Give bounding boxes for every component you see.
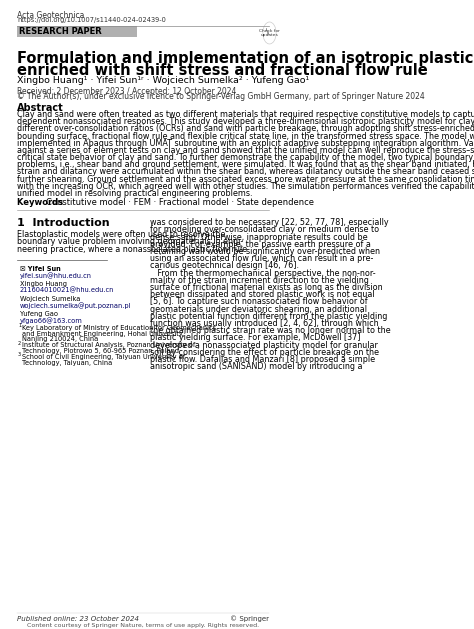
Text: RESEARCH PAPER: RESEARCH PAPER <box>18 27 101 36</box>
Text: 1: 1 <box>18 323 21 328</box>
Text: yfgao66@163.com: yfgao66@163.com <box>20 317 82 323</box>
Text: 3: 3 <box>18 352 21 357</box>
Text: carious geotechnical design [46, 76].: carious geotechnical design [46, 76]. <box>149 262 299 270</box>
Text: wojciech.sumelka@put.poznan.pl: wojciech.sumelka@put.poznan.pl <box>20 302 131 309</box>
Text: https://doi.org/10.1007/s11440-024-02439-0: https://doi.org/10.1007/s11440-024-02439… <box>17 17 166 23</box>
Text: dense sand. Otherwise, inappropriate results could be: dense sand. Otherwise, inappropriate res… <box>149 233 367 242</box>
Text: provided. For example, the passive earth pressure of a: provided. For example, the passive earth… <box>149 240 370 249</box>
Text: mality of the strain increment direction to the yielding: mality of the strain increment direction… <box>149 276 368 285</box>
Text: plastic yielding surface. For example, McDowell [37]: plastic yielding surface. For example, M… <box>149 333 360 342</box>
Text: dependent nonassociated responses. This study developed a three-dimensional isot: dependent nonassociated responses. This … <box>17 117 474 126</box>
Text: strain and dilatancy were accumulated within the shear band, whereas dilatancy o: strain and dilatancy were accumulated wi… <box>17 167 474 177</box>
Text: Nanjing 210024, China: Nanjing 210024, China <box>22 337 99 342</box>
Text: ✉ Yifei Sun: ✉ Yifei Sun <box>20 266 61 272</box>
Text: boundary value problem involving geomaterials in engi-: boundary value problem involving geomate… <box>17 238 243 247</box>
Text: further shearing. Ground settlement and the associated excess pore water pressur: further shearing. Ground settlement and … <box>17 175 474 184</box>
Text: yifei.sun@hhu.edu.cn: yifei.sun@hhu.edu.cn <box>20 272 92 279</box>
Text: unified model in resolving practical engineering problems.: unified model in resolving practical eng… <box>17 189 252 198</box>
Text: Wojciech Sumelka: Wojciech Sumelka <box>20 296 80 302</box>
Text: © The Author(s), under exclusive licence to Springer-Verlag GmbH Germany, part o: © The Author(s), under exclusive licence… <box>17 92 425 101</box>
Text: 2: 2 <box>18 341 21 346</box>
Text: and Embankment Engineering, Hohai University,: and Embankment Engineering, Hohai Univer… <box>22 331 185 337</box>
Text: plastic potential function different from the plastic yielding: plastic potential function different fro… <box>149 312 387 321</box>
Text: © Springer: © Springer <box>230 616 270 622</box>
Text: soil by considering the effect of particle breakage on the: soil by considering the effect of partic… <box>149 348 379 357</box>
Text: Acta Geotechnica: Acta Geotechnica <box>17 11 84 20</box>
Text: plastic flow. Dafalias and Manzari [8] proposed a simple: plastic flow. Dafalias and Manzari [8] p… <box>149 355 374 364</box>
Text: Received: 2 December 2023 / Accepted: 12 October 2024: Received: 2 December 2023 / Accepted: 12… <box>17 87 236 96</box>
Text: updates: updates <box>261 33 278 37</box>
Text: Institute of Structural Analysis, Poznan University of: Institute of Structural Analysis, Poznan… <box>22 342 196 348</box>
Text: Yufeng Gao: Yufeng Gao <box>20 311 58 317</box>
Text: developed a nonassociated plasticity model for granular: developed a nonassociated plasticity mod… <box>149 340 377 350</box>
FancyBboxPatch shape <box>17 26 137 37</box>
Text: critical state behavior of clay and sand. To further demonstrate the capability : critical state behavior of clay and sand… <box>17 153 474 162</box>
Text: [5, 6]. To capture such nonassociated flow behavior of: [5, 6]. To capture such nonassociated fl… <box>149 298 367 306</box>
Text: geomaterials under deviatoric shearing, an additional: geomaterials under deviatoric shearing, … <box>149 304 366 314</box>
Text: problems, i.e., shear band and ground settlement, were simulated. It was found t: problems, i.e., shear band and ground se… <box>17 160 474 169</box>
Text: Xingbo Huang¹ · Yifei Sun¹ʳ · Wojciech Sumelka² · Yufeng Gao¹: Xingbo Huang¹ · Yifei Sun¹ʳ · Wojciech S… <box>17 76 309 85</box>
Text: retaining wall would be significantly over-predicted when: retaining wall would be significantly ov… <box>149 247 380 256</box>
Text: the obtained plastic strain rate was no longer normal to the: the obtained plastic strain rate was no … <box>149 326 390 335</box>
Text: with the increasing OCR, which agreed well with other studies. The simulation pe: with the increasing OCR, which agreed we… <box>17 182 474 191</box>
Text: against a series of element tests on clay and sand showed that the unified model: against a series of element tests on cla… <box>17 146 474 155</box>
Text: for modeling over-consolidated clay or medium dense to: for modeling over-consolidated clay or m… <box>149 225 379 235</box>
Text: Technology, Taiyuan, China: Technology, Taiyuan, China <box>22 360 112 365</box>
Text: Clay and sand were often treated as two different materials that required respec: Clay and sand were often treated as two … <box>17 110 474 119</box>
Text: bounding surface, fractional flow rule and flexible critical state line, in the : bounding surface, fractional flow rule a… <box>17 131 474 140</box>
Text: anisotropic sand (SANISAND) model by introducing a: anisotropic sand (SANISAND) model by int… <box>149 362 362 371</box>
Text: different over-consolidation ratios (OCRs) and sand with particle breakage, thro: different over-consolidation ratios (OCR… <box>17 125 474 133</box>
Text: Content courtesy of Springer Nature, terms of use apply. Rights reserved.: Content courtesy of Springer Nature, ter… <box>27 623 259 628</box>
Text: From the thermomechanical perspective, the non-nor-: From the thermomechanical perspective, t… <box>149 269 375 277</box>
Text: Constitutive model · FEM · Fractional model · State dependence: Constitutive model · FEM · Fractional mo… <box>46 198 314 208</box>
Circle shape <box>263 22 276 44</box>
Text: function was usually introduced [2, 4, 62], through which: function was usually introduced [2, 4, 6… <box>149 319 378 328</box>
Text: Key Laboratory of Ministry of Education for Geomechanics: Key Laboratory of Ministry of Education … <box>22 325 217 331</box>
Text: enriched with shift stress and fractional flow rule: enriched with shift stress and fractiona… <box>17 63 428 78</box>
Text: 1  Introduction: 1 Introduction <box>17 218 109 228</box>
Text: Technology, Piotrowo 5, 60-965 Poznan, Poland: Technology, Piotrowo 5, 60-965 Poznan, P… <box>22 348 179 354</box>
Text: neering practice, where a nonassociated plastic flow rule: neering practice, where a nonassociated … <box>17 245 247 253</box>
Text: School of Civil Engineering, Taiyuan University of: School of Civil Engineering, Taiyuan Uni… <box>22 353 185 360</box>
Text: between dissipated and stored plastic work is not equal: between dissipated and stored plastic wo… <box>149 290 374 299</box>
Text: Check for: Check for <box>259 29 280 33</box>
Text: Formulation and implementation of an isotropic plasticity model: Formulation and implementation of an iso… <box>17 51 474 66</box>
Text: was considered to be necessary [22, 52, 77, 78], especially: was considered to be necessary [22, 52, … <box>149 218 388 227</box>
Text: Abstract: Abstract <box>17 103 64 113</box>
Text: using an associated flow rule, which can result in a pre-: using an associated flow rule, which can… <box>149 254 373 264</box>
Text: Published online: 23 October 2024: Published online: 23 October 2024 <box>17 616 139 621</box>
Text: surface of frictional material exists as long as the division: surface of frictional material exists as… <box>149 283 382 292</box>
Text: Keywords: Keywords <box>17 198 69 208</box>
Text: Elastoplastic models were often used to resolve the: Elastoplastic models were often used to … <box>17 230 225 239</box>
Text: 211604010021@hhu.edu.cn: 211604010021@hhu.edu.cn <box>20 287 114 293</box>
Text: Xingbo Huang: Xingbo Huang <box>20 281 67 287</box>
Text: implemented in Abaqus through UMAT subroutine with an explicit adaptive substepp: implemented in Abaqus through UMAT subro… <box>17 139 474 148</box>
